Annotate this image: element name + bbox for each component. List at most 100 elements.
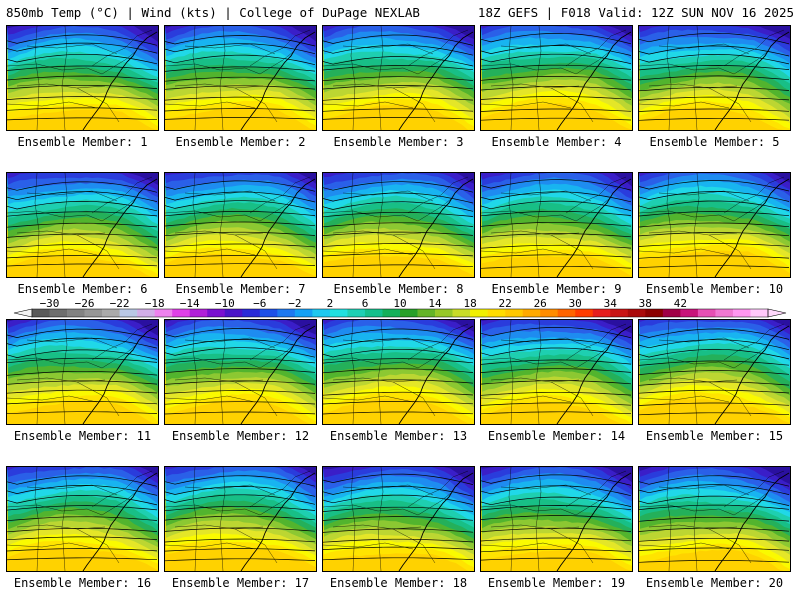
state-boundaries <box>639 467 785 571</box>
temperature-map <box>165 467 316 571</box>
temperature-band <box>639 467 790 485</box>
colorbar-swatch <box>627 309 646 317</box>
temperature-band <box>481 26 632 37</box>
ensemble-member-label: Ensemble Member: 1 <box>17 135 148 149</box>
temperature-band <box>639 320 790 329</box>
ensemble-member-map <box>164 25 317 131</box>
colorbar-swatch <box>645 309 664 317</box>
ensemble-member-map <box>638 25 791 131</box>
ensemble-member-map <box>164 172 317 278</box>
coastline <box>556 178 632 277</box>
temperature-band <box>481 467 632 495</box>
ensemble-member-map <box>6 25 159 131</box>
ensemble-member-label: Ensemble Member: 18 <box>329 576 468 590</box>
temperature-band <box>481 173 632 206</box>
colorbar-swatch <box>119 309 138 317</box>
temperature-map <box>7 26 158 130</box>
colorbar-swatch <box>575 309 594 317</box>
temperature-band <box>323 173 474 184</box>
state-boundaries <box>481 173 627 277</box>
state-boundaries <box>481 467 627 571</box>
colorbar-swatch <box>505 309 523 317</box>
colorbar-swatch <box>49 309 68 317</box>
state-boundaries <box>7 26 153 130</box>
colorbar-swatch <box>154 309 173 317</box>
colorbar-graphic: −30 −26 −22 −18 −14 −10 −6 −2 2 6 10 14 18 22 26 30 34 38… <box>13 297 787 318</box>
ensemble-member-map <box>164 319 317 425</box>
temperature-band <box>639 173 790 190</box>
temperature-band <box>165 173 316 203</box>
colorbar-swatch <box>137 309 155 317</box>
ensemble-member-map <box>164 466 317 572</box>
colorbar-tick-label: 42 <box>674 297 687 310</box>
temperature-band <box>7 173 158 198</box>
ensemble-member-map <box>6 172 159 278</box>
colorbar-swatch <box>417 309 436 317</box>
colorbar-swatch <box>435 309 453 317</box>
ensemble-member-label: Ensemble Member: 4 <box>491 135 622 149</box>
temperature-band <box>7 320 158 347</box>
ensemble-member-label: Ensemble Member: 13 <box>329 429 468 443</box>
colorbar-swatch <box>610 309 629 317</box>
colorbar-swatch <box>452 309 471 317</box>
wind-streamlines <box>165 328 316 415</box>
coastline <box>556 31 632 130</box>
temperature-band <box>639 26 790 52</box>
temperature-map <box>639 467 790 571</box>
ensemble-member-label: Ensemble Member: 2 <box>175 135 306 149</box>
wind-streamlines <box>165 180 316 267</box>
coastline <box>714 472 790 571</box>
colorbar-tick-label: −2 <box>288 297 301 310</box>
temperature-map <box>165 320 316 424</box>
temperature-band <box>481 467 632 483</box>
ensemble-member-map <box>322 319 475 425</box>
colorbar-swatch <box>487 309 506 317</box>
temperature-band <box>7 173 158 205</box>
colorbar-swatch <box>347 309 366 317</box>
wind-streamlines <box>639 328 790 416</box>
colorbar-swatch <box>364 309 383 317</box>
colorbar-swatch <box>84 309 103 317</box>
coastline <box>398 31 474 130</box>
colorbar-swatch <box>382 309 401 317</box>
state-boundaries <box>481 320 627 424</box>
temperature-band <box>165 26 316 58</box>
temperature-band <box>7 467 158 484</box>
temperature-band <box>7 26 158 42</box>
ensemble-member-map <box>322 466 475 572</box>
temperature-band <box>323 26 474 51</box>
wind-streamlines <box>639 475 790 563</box>
colorbar-tick-label: 22 <box>498 297 511 310</box>
temperature-band <box>639 467 790 496</box>
wind-streamlines <box>639 180 790 268</box>
temperature-band <box>323 26 474 56</box>
wind-streamlines <box>323 181 474 268</box>
temperature-map <box>481 320 632 424</box>
ensemble-member-label: Ensemble Member: 11 <box>13 429 152 443</box>
colorbar-swatch <box>470 309 488 317</box>
coastline <box>398 178 474 277</box>
map-title: 850mb Temp (°C) | Wind (kts) | College o… <box>6 5 420 20</box>
colorbar-tick-label: 6 <box>362 297 369 310</box>
coastline <box>82 325 158 424</box>
state-boundaries <box>323 26 469 130</box>
temperature-band <box>7 320 158 353</box>
ensemble-member-map <box>6 319 159 425</box>
ensemble-member-map <box>480 466 633 572</box>
colorbar-swatch <box>400 309 418 317</box>
colorbar-swatch <box>715 309 734 317</box>
temperature-band <box>481 26 632 53</box>
coastline <box>556 325 632 424</box>
temperature-band <box>323 467 474 498</box>
colorbar-tick-label: −22 <box>110 297 130 310</box>
temperature-map <box>323 467 474 571</box>
temperature-band <box>165 467 316 498</box>
colorbar-swatch <box>224 309 243 317</box>
ensemble-member-label: Ensemble Member: 3 <box>333 135 464 149</box>
coastline <box>240 178 316 277</box>
wind-streamlines <box>481 327 632 415</box>
colorbar-tick-label: −18 <box>145 297 165 310</box>
temperature-band <box>323 173 474 191</box>
colorbar-tick-label: −14 <box>180 297 200 310</box>
temperature-band <box>323 26 474 39</box>
